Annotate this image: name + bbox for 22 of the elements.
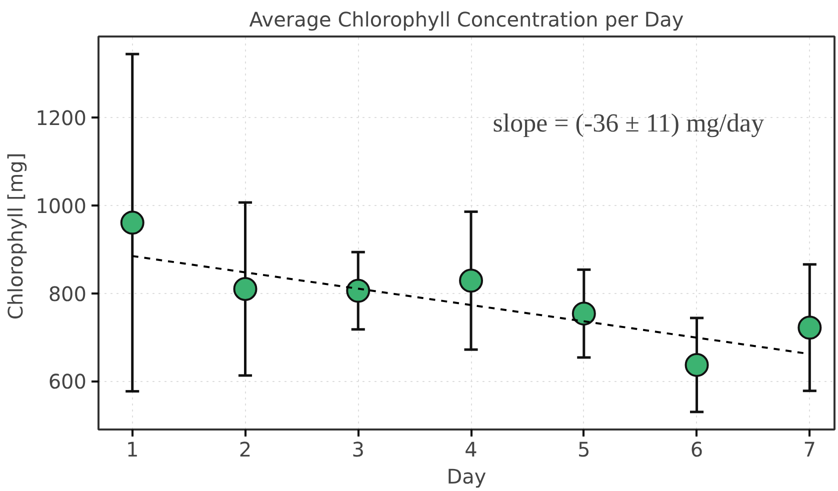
point [684,352,709,377]
point [346,278,370,303]
y-tick-label: 1000 [36,194,87,218]
x-tick-label: 4 [464,438,478,462]
chart-title: Average Chlorophyll Concentration per Day [249,8,684,32]
x-axis-title: Day [446,464,486,488]
x-tick-label: 3 [352,438,365,462]
x-tick-label: 6 [690,438,704,462]
y-tick-label: 1200 [36,106,87,130]
point [798,316,822,340]
y-tick-label: 600 [48,370,87,394]
y-axis-title: Chlorophyll [mg] [4,152,28,320]
x-tick-label: 2 [238,438,252,462]
x-tick-label: 5 [578,438,590,462]
x-tick-label: 7 [803,438,816,462]
point [572,302,596,326]
x-tick-label: 1 [126,438,139,462]
point [459,268,484,293]
y-tick-label: 800 [48,282,87,306]
point [233,277,258,301]
annotation: slope = (-36 ± 11) mg/day [492,108,764,138]
point [120,210,144,235]
